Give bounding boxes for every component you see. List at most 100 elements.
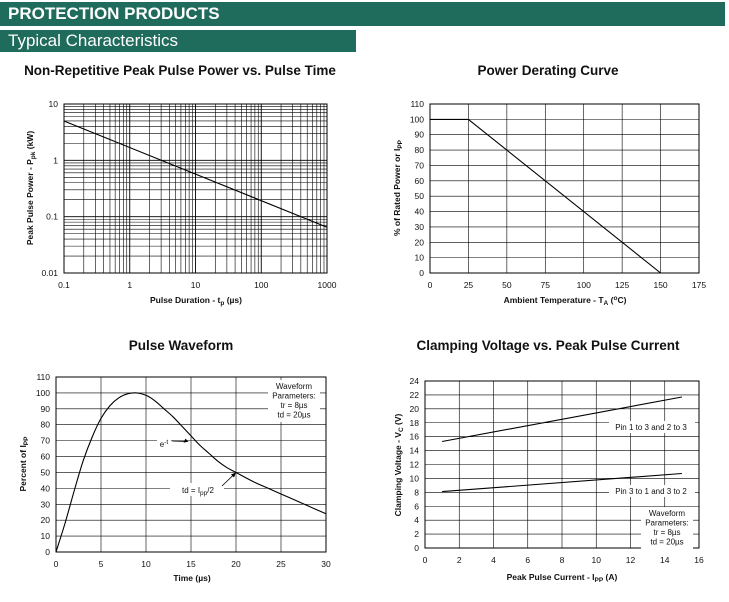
- params-line: tr = 8µs: [653, 528, 680, 537]
- x-tick-label: 0.1: [58, 280, 70, 290]
- y-tick-label: 60: [415, 176, 425, 186]
- y-tick-label: 24: [410, 376, 420, 386]
- y-tick-label: 10: [410, 473, 420, 483]
- x-tick-label: 30: [321, 559, 331, 569]
- gridlines: [429, 103, 700, 274]
- gridlines: [63, 104, 327, 274]
- plot-frame: [55, 376, 327, 553]
- annotation-label: e-t: [160, 439, 169, 449]
- params-box: [641, 507, 693, 549]
- y-tick-label: 16: [410, 432, 420, 442]
- x-axis-label: Peak Pulse Current - IPP (A): [507, 572, 618, 584]
- series-line: [442, 472, 682, 493]
- y-tick-label: 80: [415, 145, 425, 155]
- x-tick-label: 25: [276, 559, 286, 569]
- chart-title: Pulse Waveform: [129, 338, 234, 353]
- y-axis-label: Percent of IPP: [18, 436, 30, 492]
- y-tick-label: 40: [415, 207, 425, 217]
- y-tick-label: 22: [410, 390, 420, 400]
- x-tick-label: 175: [692, 280, 706, 290]
- annotation-label: td = Ipp/2: [182, 486, 214, 497]
- y-tick-label: 8: [414, 487, 419, 497]
- annotation-bg: [170, 483, 224, 496]
- x-tick-label: 125: [615, 280, 629, 290]
- x-tick-label: 2: [457, 555, 462, 565]
- x-tick-label: 1000: [318, 280, 337, 290]
- x-tick-label: 10: [141, 559, 151, 569]
- y-tick-label: 10: [49, 99, 59, 109]
- x-tick-label: 25: [464, 280, 474, 290]
- params-title: Waveform: [276, 382, 312, 391]
- y-tick-label: 30: [41, 499, 51, 509]
- x-axis-label: Pulse Duration - tp (µs): [150, 295, 242, 307]
- plot-frame: [424, 380, 700, 549]
- y-tick-label: 30: [415, 222, 425, 232]
- y-tick-label: 70: [41, 436, 51, 446]
- y-tick-label: 0: [419, 268, 424, 278]
- x-tick-label: 12: [626, 555, 636, 565]
- x-tick-label: 20: [231, 559, 241, 569]
- annotation-arrowhead: [183, 438, 189, 443]
- x-axis-label: Ambient Temperature - TA (oC): [504, 295, 627, 307]
- y-tick-label: 20: [41, 515, 51, 525]
- series-label: Pin 3 to 1 and 3 to 2: [615, 487, 687, 496]
- annotation-arrowhead: [231, 472, 236, 478]
- y-tick-label: 110: [410, 99, 424, 109]
- plot-frame: [429, 103, 700, 274]
- y-tick-label: 14: [410, 446, 420, 456]
- y-tick-label: 80: [41, 420, 51, 430]
- y-tick-label: 90: [415, 130, 425, 140]
- series-label-bg: [609, 485, 695, 497]
- params-box: [268, 380, 320, 422]
- y-tick-label: 0: [414, 543, 419, 553]
- y-tick-label: 6: [414, 501, 419, 511]
- x-tick-label: 10: [592, 555, 602, 565]
- x-tick-label: 1: [127, 280, 132, 290]
- y-tick-label: 20: [410, 404, 420, 414]
- x-tick-label: 10: [191, 280, 201, 290]
- y-tick-label: 50: [415, 191, 425, 201]
- plot-frame: [63, 103, 328, 274]
- y-tick-label: 1: [53, 155, 58, 165]
- y-tick-label: 70: [415, 160, 425, 170]
- series-label-bg: [609, 421, 695, 433]
- x-tick-label: 15: [186, 559, 196, 569]
- y-tick-label: 50: [41, 467, 51, 477]
- x-tick-label: 75: [541, 280, 551, 290]
- x-tick-label: 0: [423, 555, 428, 565]
- series-line: [430, 118, 661, 274]
- y-tick-label: 18: [410, 418, 420, 428]
- x-tick-label: 50: [502, 280, 512, 290]
- y-tick-label: 4: [414, 515, 419, 525]
- series-line: [441, 396, 683, 443]
- params-line: td = 20µs: [277, 411, 310, 420]
- x-tick-label: 8: [560, 555, 565, 565]
- chart-title: Clamping Voltage vs. Peak Pulse Current: [416, 338, 680, 353]
- x-axis-label: Time (µs): [173, 573, 211, 583]
- y-tick-label: 10: [41, 531, 51, 541]
- params-line: tr = 8µs: [280, 401, 307, 410]
- y-tick-label: 12: [410, 460, 420, 470]
- section-banner: PROTECTION PRODUCTS: [0, 2, 725, 26]
- y-tick-label: 20: [415, 237, 425, 247]
- y-tick-label: 110: [36, 372, 50, 382]
- x-tick-label: 5: [99, 559, 104, 569]
- params-line: td = 20µs: [650, 538, 683, 547]
- params-title: Waveform: [649, 509, 685, 518]
- params-title: Parameters:: [645, 519, 689, 528]
- x-tick-label: 100: [254, 280, 268, 290]
- series-line: [63, 120, 328, 228]
- y-tick-label: 10: [415, 253, 425, 263]
- y-tick-label: 60: [41, 452, 51, 462]
- x-tick-label: 0: [54, 559, 59, 569]
- x-tick-label: 0: [428, 280, 433, 290]
- y-tick-label: 100: [410, 114, 424, 124]
- x-tick-label: 6: [525, 555, 530, 565]
- y-axis-label: Peak Pulse Power - Ppk (kW): [25, 131, 37, 246]
- x-tick-label: 100: [577, 280, 591, 290]
- chart-title: Non-Repetitive Peak Pulse Power vs. Puls…: [24, 63, 336, 78]
- y-axis-label: Clamping Voltage - VC (V): [393, 413, 405, 516]
- y-tick-label: 0.1: [46, 212, 58, 222]
- y-tick-label: 2: [414, 529, 419, 539]
